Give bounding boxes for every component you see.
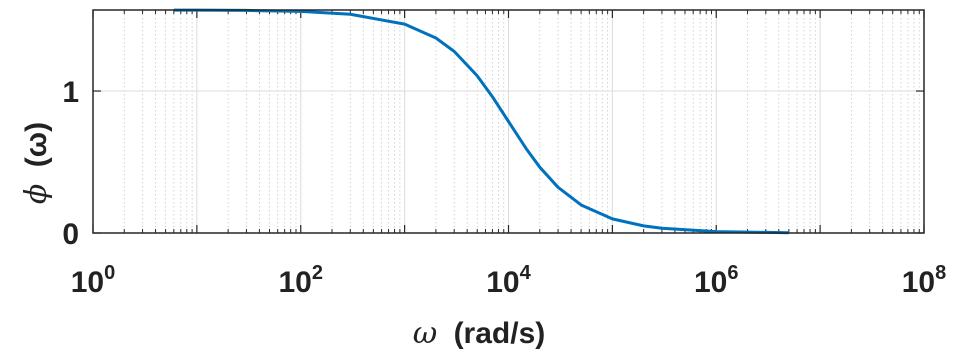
x-tick-label-base: 10 [279,266,312,299]
x-tick-label-base: 10 [694,266,727,299]
x-tick-labels: 100 102 104 106 108 [71,262,947,299]
y-axis-symbol: ϕ [19,184,54,204]
x-axis-symbol: ω [413,316,437,351]
x-tick-label-base: 10 [71,266,104,299]
x-tick-label: 108 [902,262,947,299]
y-axis-label-text: (ω) [20,122,53,167]
y-tick-label: 0 [62,218,79,251]
y-tick-label: 1 [62,76,79,109]
x-tick-label-exponent: 2 [312,262,323,284]
x-tick-label: 106 [694,262,739,299]
y-tick-labels: 01 [62,76,79,251]
x-axis-label: ω (rad/s) [413,316,546,351]
x-tick-label: 100 [71,262,116,299]
x-tick-label-exponent: 8 [935,262,946,284]
x-tick-label-exponent: 4 [520,262,532,284]
minor-grid [123,10,920,233]
x-tick-label-base: 10 [902,266,935,299]
y-axis-label: ϕ (ω) [19,122,54,204]
x-axis-label-text: (rad/s) [454,317,546,350]
x-tick-label-exponent: 0 [104,262,115,284]
x-tick-label-exponent: 6 [727,262,738,284]
x-tick-label: 104 [486,262,531,299]
series-line [173,8,789,235]
plot-frame [92,9,925,234]
x-tick-label: 102 [279,262,324,299]
major-grid [93,10,924,233]
x-tick-label-base: 10 [486,266,519,299]
